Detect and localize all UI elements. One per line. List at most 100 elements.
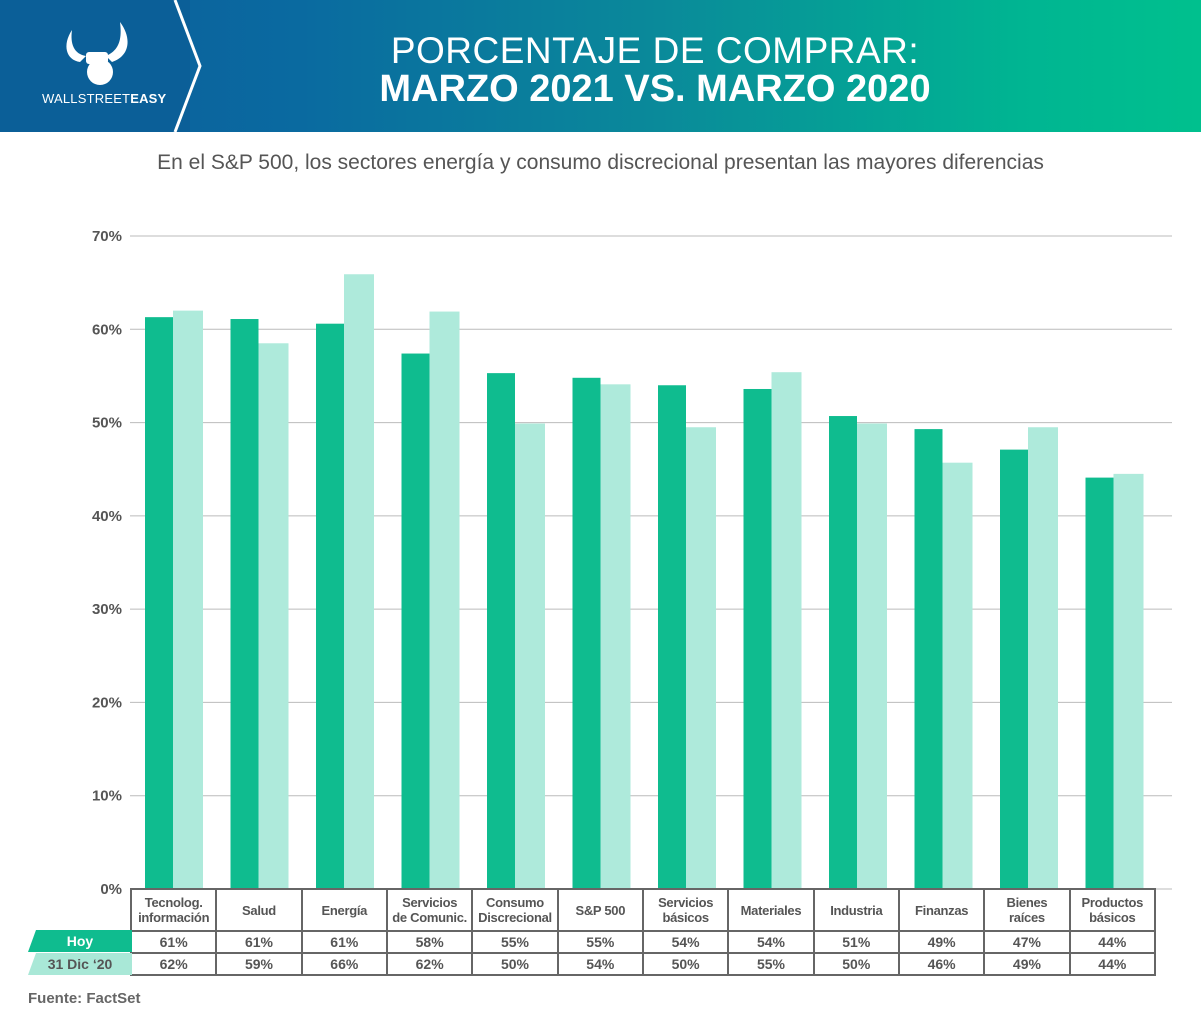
legend-dic: 31 Dic ‘20 xyxy=(28,953,132,975)
category-label: Tecnolog. información xyxy=(129,888,218,932)
value-cell: 44% xyxy=(1068,952,1157,976)
category-label-line: Productos xyxy=(1081,895,1144,910)
subtitle: En el S&P 500, los sectores energía y co… xyxy=(157,151,1044,174)
value-cell: 51% xyxy=(812,930,900,954)
category-label-line: Bienes xyxy=(1006,895,1048,910)
bar-hoy xyxy=(230,319,259,889)
category-label: Productos básicos xyxy=(1068,888,1157,932)
logo: WALLSTREETEASY xyxy=(0,0,190,132)
bar-dic xyxy=(1113,473,1144,889)
category-label-line: raíces xyxy=(1009,910,1045,925)
category-label: Salud xyxy=(215,888,303,932)
category-label-line: Servicios xyxy=(658,895,714,910)
category-label-line: de Comunic. xyxy=(392,910,467,925)
category-label: Servicios de Comunic. xyxy=(385,888,474,932)
bar-hoy xyxy=(1000,449,1028,889)
category-label: Bienes raíces xyxy=(983,888,1071,932)
category-label-line: Discrecional xyxy=(478,910,552,925)
category-label: Materiales xyxy=(727,888,815,932)
value-cell: 61% xyxy=(129,930,218,954)
category-label-line: Finanzas xyxy=(915,902,969,918)
value-cell: 59% xyxy=(215,952,303,976)
category-label-line: Energía xyxy=(321,902,368,918)
value-cell: 50% xyxy=(471,952,559,976)
category-label-line: Tecnolog. xyxy=(144,895,203,910)
bar-hoy xyxy=(829,416,857,889)
y-tick-label: 10% xyxy=(92,788,122,805)
bar-dic xyxy=(258,343,289,889)
category-label-line: información xyxy=(138,910,210,925)
category-label-line: Servicios xyxy=(402,895,458,910)
table-row-dic: 62% 59% 66% 62% 50% 54% 50% 55% 50% 46% 49% 44% xyxy=(129,952,1157,976)
bar-dic xyxy=(429,311,460,890)
bar-hoy xyxy=(1085,477,1114,889)
source-note: Fuente: FactSet xyxy=(28,990,141,1007)
table-header-row: Tecnolog. información Salud Energía Servicio… xyxy=(129,888,1157,932)
y-tick-label: 50% xyxy=(92,415,122,432)
bar-hoy xyxy=(145,317,173,889)
category-label-line: básicos xyxy=(662,910,709,925)
category-label-line: Consumo xyxy=(486,895,544,910)
brand-bold: EASY xyxy=(130,91,167,106)
y-tick-label: 0% xyxy=(100,881,122,898)
bar-hoy xyxy=(316,323,344,889)
value-cell: 50% xyxy=(641,952,730,976)
value-cell: 61% xyxy=(215,930,303,954)
value-cell: 62% xyxy=(129,952,218,976)
category-label-line: Salud xyxy=(242,902,276,918)
category-label-line: S&P 500 xyxy=(575,902,626,918)
title-line-1: PORCENTAJE DE COMPRAR: xyxy=(390,30,920,71)
value-cell: 55% xyxy=(471,930,559,954)
category-label-line: Materiales xyxy=(740,902,802,918)
category-label-line: básicos xyxy=(1089,910,1136,925)
y-tick-label: 40% xyxy=(92,508,122,525)
value-cell: 54% xyxy=(641,930,730,954)
brand-light: WALLSTREET xyxy=(42,91,131,106)
value-cell: 58% xyxy=(385,930,474,954)
y-tick-label: 70% xyxy=(92,228,122,245)
bar-hoy xyxy=(487,373,515,889)
chevron-divider-icon xyxy=(173,0,202,132)
bar-dic xyxy=(173,310,203,890)
bar-dic xyxy=(942,462,973,889)
y-tick-label: 60% xyxy=(92,321,122,338)
value-cell: 54% xyxy=(727,930,815,954)
value-cell: 49% xyxy=(983,952,1071,976)
value-cell: 54% xyxy=(556,952,644,976)
bar-dic xyxy=(686,427,716,889)
data-table: Tecnolog. información Salud Energía Servicio… xyxy=(129,888,1157,976)
table-row-hoy: 61% 61% 61% 58% 55% 55% 54% 54% 51% 49% 47% 44% xyxy=(129,930,1157,954)
bar-hoy xyxy=(658,385,686,889)
value-cell: 62% xyxy=(385,952,474,976)
category-label: Servicios básicos xyxy=(641,888,730,932)
category-label: Finanzas xyxy=(897,888,986,932)
category-label: Industria xyxy=(812,888,900,932)
bar-dic xyxy=(515,423,545,889)
value-cell: 66% xyxy=(300,952,388,976)
bull-fist-logo-icon xyxy=(66,22,128,85)
value-cell: 55% xyxy=(556,930,644,954)
category-label-line: Industria xyxy=(830,902,883,918)
value-cell: 61% xyxy=(300,930,388,954)
value-cell: 50% xyxy=(812,952,900,976)
bar-hoy xyxy=(914,429,943,889)
header-banner: WALLSTREETEASY PORCENTAJE DE COMPRAR: MA… xyxy=(0,0,1201,132)
title-line-2: MARZO 2021 VS. MARZO 2020 xyxy=(379,68,931,110)
brand-name: WALLSTREETEASY xyxy=(42,91,166,106)
category-label: S&P 500 xyxy=(556,888,644,932)
category-label: Energía xyxy=(300,888,388,932)
bar-dic xyxy=(857,423,887,889)
value-cell: 47% xyxy=(983,930,1071,954)
value-cell: 44% xyxy=(1068,930,1157,954)
bar-hoy xyxy=(572,377,601,889)
value-cell: 55% xyxy=(727,952,815,976)
bar-dic xyxy=(344,274,374,889)
bar-dic xyxy=(1028,427,1058,889)
bar-dic xyxy=(771,372,802,889)
bar-hoy xyxy=(401,353,430,889)
bar-dic xyxy=(600,384,631,889)
category-label: Consumo Discrecional xyxy=(471,888,559,932)
bar-chart: 0% 10% 20% 30% 40% 50% 60% 70% xyxy=(92,228,1172,898)
value-cell: 46% xyxy=(897,952,986,976)
y-tick-label: 30% xyxy=(92,601,122,618)
